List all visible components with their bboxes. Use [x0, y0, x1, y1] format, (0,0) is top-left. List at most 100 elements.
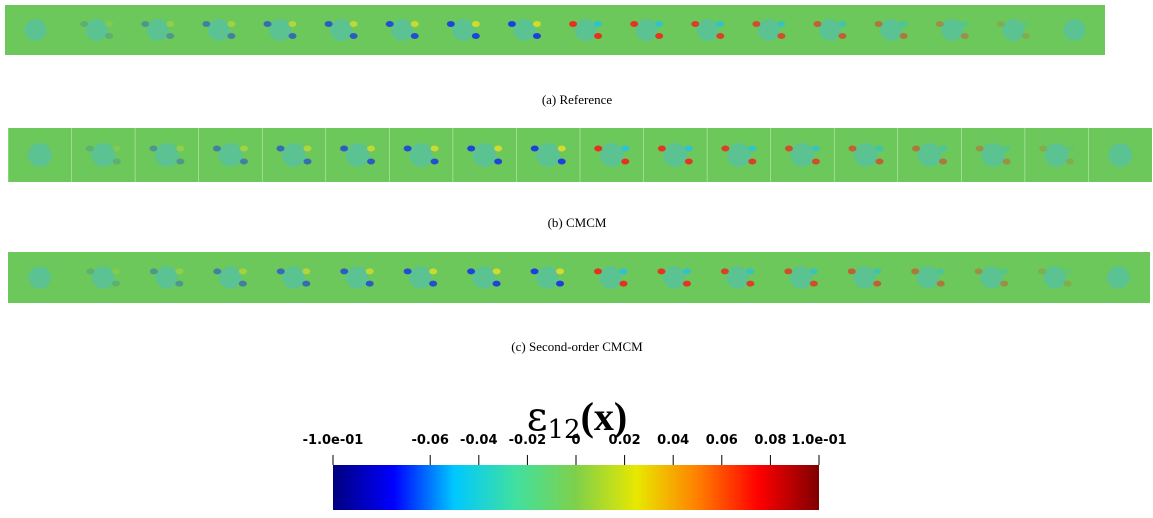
caption: (a) Reference	[542, 92, 613, 107]
strain-spot	[1102, 268, 1110, 274]
strain-spot	[429, 268, 438, 275]
strain-spot	[1066, 158, 1075, 165]
hole	[819, 19, 841, 41]
strain-spot	[349, 21, 358, 27]
strain-spot	[238, 280, 247, 287]
strain-spot	[716, 21, 725, 27]
strain-spot	[746, 268, 755, 275]
strain-spot	[494, 158, 503, 165]
strain-spot	[1063, 280, 1072, 287]
hole	[696, 19, 719, 41]
strain-spot	[1021, 33, 1030, 39]
strain-spot	[530, 145, 539, 152]
strain-spot	[720, 268, 729, 275]
strain-spot	[784, 145, 793, 152]
hole	[854, 143, 878, 167]
strain-spot	[569, 21, 578, 27]
strain-spot	[813, 21, 822, 27]
tick-label: 0.08	[754, 433, 786, 448]
symbol: ε	[527, 394, 548, 440]
strain-spot	[657, 268, 666, 275]
strain-spot	[149, 145, 158, 152]
field-plot	[8, 252, 1150, 303]
strain-spot	[1021, 21, 1030, 27]
strain-spot	[410, 33, 419, 39]
strain-spot	[1038, 268, 1047, 275]
hole	[24, 19, 47, 41]
strain-spot	[1127, 281, 1135, 287]
tick-label: 0.04	[657, 433, 689, 448]
hole	[452, 19, 475, 41]
strain-spot	[936, 280, 945, 287]
strain-spot	[873, 280, 882, 287]
strain-spot	[594, 145, 603, 152]
strain-spot	[166, 21, 175, 27]
tick-label: -0.02	[509, 433, 546, 448]
strain-spot	[935, 21, 944, 27]
strain-spot	[960, 33, 969, 39]
strain-spot	[594, 33, 603, 39]
strain-spot	[899, 21, 908, 27]
strain-spot	[276, 145, 285, 152]
strain-spot	[784, 268, 793, 275]
strain-spot	[105, 33, 114, 39]
hole	[345, 266, 369, 289]
strain-spot	[446, 21, 455, 27]
hole	[27, 143, 52, 167]
strain-spot	[302, 268, 311, 275]
caption: (b) CMCM	[548, 215, 607, 230]
strain-spot	[748, 158, 757, 165]
strain-spot	[86, 268, 95, 275]
hole	[472, 143, 497, 167]
strain-spot	[492, 268, 501, 275]
strain-spot	[532, 33, 541, 39]
strain-spot	[85, 145, 94, 152]
strain-spot	[367, 145, 376, 152]
subscript: 12	[548, 415, 581, 445]
strain-spot	[80, 21, 89, 27]
strain-spot	[874, 21, 883, 27]
hole	[282, 266, 305, 289]
tick-label: 1.0e-01	[791, 433, 846, 448]
hole	[536, 266, 559, 289]
strain-spot	[748, 145, 757, 152]
strain-spot	[716, 33, 725, 39]
strain-spot	[467, 145, 476, 152]
strain-spot	[471, 21, 480, 27]
strain-spot	[619, 280, 628, 287]
strain-spot	[1039, 145, 1048, 152]
strain-spot	[655, 33, 664, 39]
strain-spot	[349, 33, 358, 39]
tick-label: 0.06	[706, 433, 738, 448]
strain-spot	[1002, 145, 1011, 152]
hole	[146, 19, 169, 41]
strain-spot	[1066, 145, 1075, 152]
strain-spot	[899, 33, 908, 39]
strain-spot	[811, 158, 820, 165]
strain-spot	[467, 268, 476, 275]
hole	[574, 19, 597, 41]
strain-spot	[556, 268, 565, 275]
hole	[207, 19, 230, 41]
strain-spot	[430, 158, 439, 165]
hole	[599, 266, 622, 289]
strain-spot	[227, 21, 236, 27]
hole	[757, 19, 780, 41]
strain-spot	[721, 145, 730, 152]
hole	[155, 143, 179, 167]
strain-spot	[141, 21, 150, 27]
hole	[536, 143, 561, 167]
strain-spot	[176, 145, 185, 152]
hole	[391, 19, 414, 41]
strain-spot	[302, 280, 311, 287]
strain-spot	[105, 21, 114, 27]
strain-spot	[1083, 33, 1091, 39]
hole	[1108, 143, 1133, 167]
strain-spot	[340, 268, 349, 275]
hole	[853, 266, 876, 289]
strain-spot	[911, 268, 920, 275]
colorbar-title: ε12(x)	[527, 394, 627, 445]
strain-spot	[556, 280, 565, 287]
strain-spot	[111, 268, 120, 275]
strain-spot	[847, 268, 856, 275]
